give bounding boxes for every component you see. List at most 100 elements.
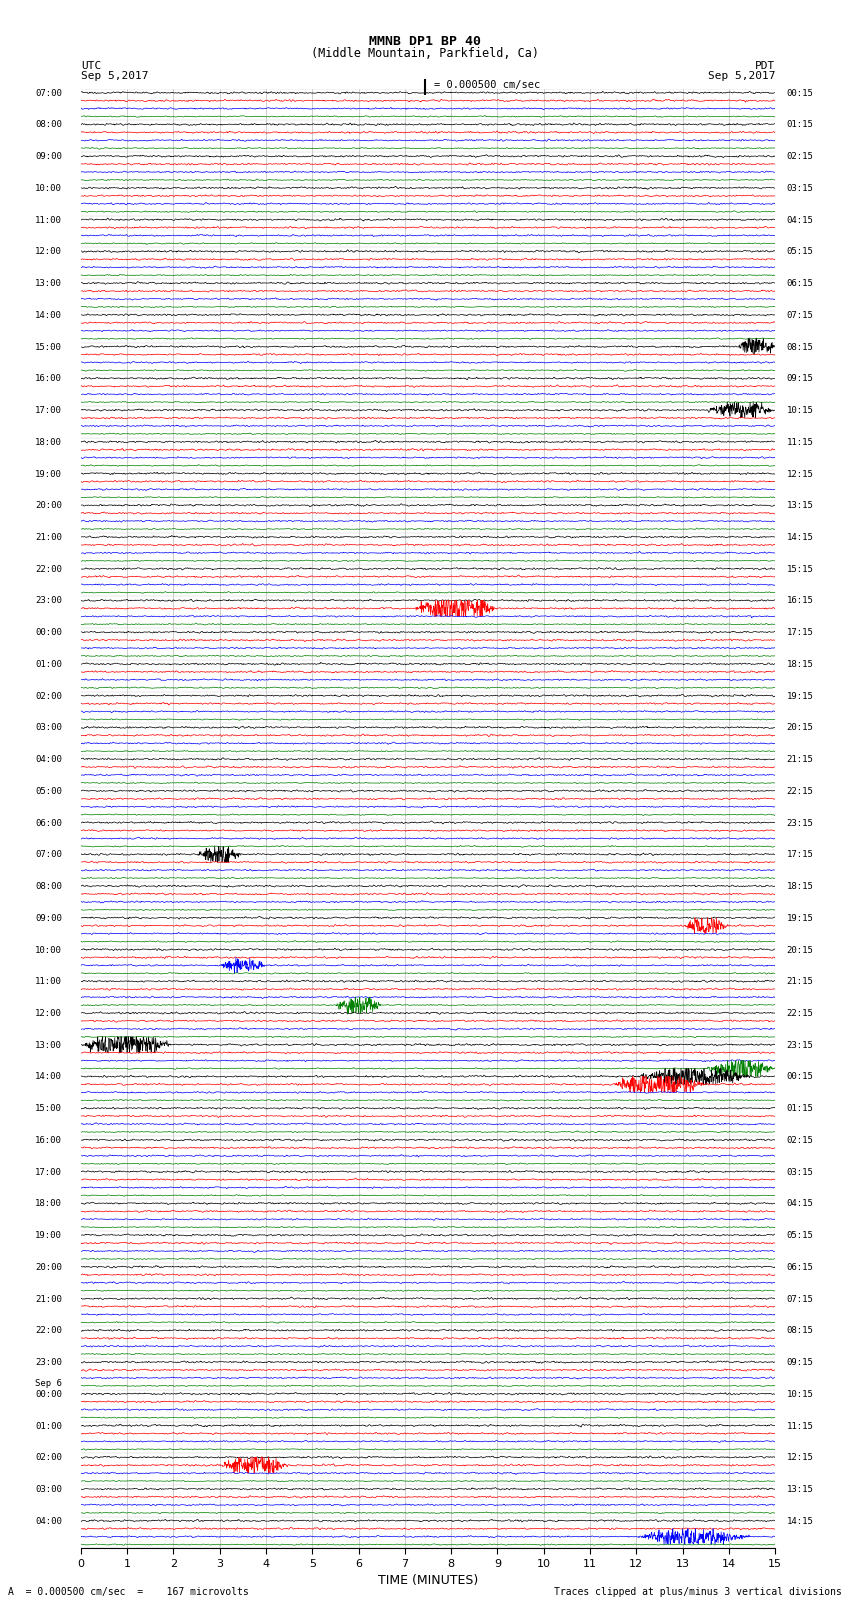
Text: 03:00: 03:00 [36,723,62,732]
Text: 19:00: 19:00 [36,469,62,479]
Text: 22:15: 22:15 [787,1010,813,1018]
Text: Sep 5,2017: Sep 5,2017 [81,71,148,81]
Text: 07:15: 07:15 [787,1295,813,1303]
Text: 01:15: 01:15 [787,121,813,129]
Text: (Middle Mountain, Parkfield, Ca): (Middle Mountain, Parkfield, Ca) [311,47,539,60]
Text: 10:15: 10:15 [787,1390,813,1398]
Text: 21:00: 21:00 [36,532,62,542]
Text: 18:15: 18:15 [787,660,813,669]
Text: 21:15: 21:15 [787,755,813,765]
Text: 12:15: 12:15 [787,469,813,479]
Text: 08:15: 08:15 [787,342,813,352]
Text: 15:15: 15:15 [787,565,813,574]
Text: 17:15: 17:15 [787,627,813,637]
Text: 03:15: 03:15 [787,184,813,194]
Text: 20:00: 20:00 [36,502,62,510]
Text: 15:00: 15:00 [36,1105,62,1113]
Text: 12:15: 12:15 [787,1453,813,1463]
Text: 22:00: 22:00 [36,1326,62,1336]
Text: 22:15: 22:15 [787,787,813,795]
Text: 19:00: 19:00 [36,1231,62,1240]
Text: 05:15: 05:15 [787,247,813,256]
Text: 23:00: 23:00 [36,1358,62,1368]
Text: 06:15: 06:15 [787,279,813,289]
Text: 14:15: 14:15 [787,532,813,542]
Text: 11:15: 11:15 [787,1421,813,1431]
Text: A  = 0.000500 cm/sec  =    167 microvolts: A = 0.000500 cm/sec = 167 microvolts [8,1587,249,1597]
Text: UTC: UTC [81,61,101,71]
Text: 00:15: 00:15 [787,89,813,98]
Text: Sep 5,2017: Sep 5,2017 [708,71,775,81]
Text: 09:15: 09:15 [787,374,813,384]
Text: 02:00: 02:00 [36,692,62,700]
Text: 03:15: 03:15 [787,1168,813,1176]
Text: 13:15: 13:15 [787,502,813,510]
Text: 17:00: 17:00 [36,406,62,415]
Text: 11:00: 11:00 [36,216,62,224]
Text: 09:15: 09:15 [787,1358,813,1368]
Text: 11:00: 11:00 [36,977,62,986]
Text: 08:00: 08:00 [36,121,62,129]
Text: 13:00: 13:00 [36,1040,62,1050]
Text: 23:15: 23:15 [787,819,813,827]
Text: MMNB DP1 BP 40: MMNB DP1 BP 40 [369,35,481,48]
Text: 12:00: 12:00 [36,1010,62,1018]
Text: 10:15: 10:15 [787,406,813,415]
Text: 17:00: 17:00 [36,1168,62,1176]
Text: 04:15: 04:15 [787,1200,813,1208]
Text: 20:00: 20:00 [36,1263,62,1273]
Text: 04:00: 04:00 [36,1516,62,1526]
Text: 12:00: 12:00 [36,247,62,256]
Text: 07:00: 07:00 [36,89,62,98]
Text: 06:15: 06:15 [787,1263,813,1273]
Text: 05:00: 05:00 [36,787,62,795]
Text: 17:15: 17:15 [787,850,813,860]
Text: 16:00: 16:00 [36,1136,62,1145]
Text: 14:00: 14:00 [36,1073,62,1081]
Text: 08:00: 08:00 [36,882,62,890]
Text: Sep 6: Sep 6 [36,1379,62,1389]
Text: 01:15: 01:15 [787,1105,813,1113]
Text: 07:00: 07:00 [36,850,62,860]
Text: 08:15: 08:15 [787,1326,813,1336]
Text: 09:00: 09:00 [36,915,62,923]
Text: 16:15: 16:15 [787,597,813,605]
Text: 20:15: 20:15 [787,723,813,732]
Text: 06:00: 06:00 [36,819,62,827]
Text: 03:00: 03:00 [36,1486,62,1494]
Text: 23:15: 23:15 [787,1040,813,1050]
Text: 05:15: 05:15 [787,1231,813,1240]
Text: 16:00: 16:00 [36,374,62,384]
Text: 11:15: 11:15 [787,437,813,447]
Text: 19:15: 19:15 [787,915,813,923]
Text: 02:00: 02:00 [36,1453,62,1463]
Text: 21:15: 21:15 [787,977,813,986]
Text: 21:00: 21:00 [36,1295,62,1303]
Text: 23:00: 23:00 [36,597,62,605]
Text: PDT: PDT [755,61,775,71]
Text: 00:00: 00:00 [36,1390,62,1398]
Text: Traces clipped at plus/minus 3 vertical divisions: Traces clipped at plus/minus 3 vertical … [553,1587,842,1597]
Text: 18:00: 18:00 [36,437,62,447]
Text: 18:15: 18:15 [787,882,813,890]
Text: 07:15: 07:15 [787,311,813,319]
Text: 00:00: 00:00 [36,627,62,637]
Text: 13:00: 13:00 [36,279,62,289]
Text: 00:15: 00:15 [787,1073,813,1081]
Text: 18:00: 18:00 [36,1200,62,1208]
Text: 14:15: 14:15 [787,1516,813,1526]
Text: 14:00: 14:00 [36,311,62,319]
Text: = 0.000500 cm/sec: = 0.000500 cm/sec [434,81,540,90]
Text: 10:00: 10:00 [36,945,62,955]
Text: 04:00: 04:00 [36,755,62,765]
Text: 01:00: 01:00 [36,1421,62,1431]
Text: 01:00: 01:00 [36,660,62,669]
X-axis label: TIME (MINUTES): TIME (MINUTES) [378,1574,478,1587]
Text: 02:15: 02:15 [787,1136,813,1145]
Text: 10:00: 10:00 [36,184,62,194]
Text: 22:00: 22:00 [36,565,62,574]
Text: 04:15: 04:15 [787,216,813,224]
Text: 13:15: 13:15 [787,1486,813,1494]
Text: 20:15: 20:15 [787,945,813,955]
Text: 09:00: 09:00 [36,152,62,161]
